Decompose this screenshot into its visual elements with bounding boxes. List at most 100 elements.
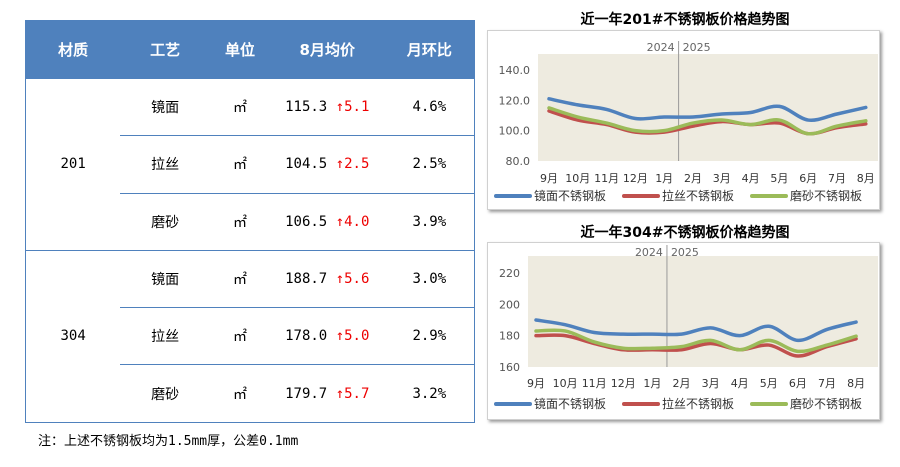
process-cell: 磨砂 (120, 364, 211, 423)
year-label: 2025 (671, 246, 699, 259)
y-tick-label: 120.0 (499, 94, 531, 107)
price-value: 106.5 (285, 213, 328, 230)
series-line (547, 97, 868, 122)
x-tick-label: 7月 (818, 377, 836, 390)
up-arrow-icon: ↑ (335, 385, 345, 402)
x-tick-label: 12月 (611, 377, 636, 390)
column-header: 材质 (25, 20, 121, 79)
x-tick-label: 11月 (582, 377, 607, 390)
unit-cell: ㎡ (210, 364, 270, 423)
column-header: 月环比 (384, 20, 475, 79)
pct-cell: 2.5% (384, 135, 475, 194)
series-line (534, 318, 858, 343)
y-tick-label: 80.0 (506, 155, 531, 168)
pct-cell: 3.0% (384, 250, 475, 309)
x-tick-label: 9月 (527, 377, 545, 390)
x-tick-label: 9月 (540, 172, 558, 185)
up-arrow-icon: ↑ (335, 271, 345, 288)
x-tick-label: 5月 (770, 172, 788, 185)
series-line (547, 106, 868, 136)
legend-label: 磨砂不锈钢板 (790, 189, 862, 203)
x-tick-label: 6月 (789, 377, 807, 390)
unit-cell: ㎡ (210, 193, 270, 251)
legend-label: 拉丝不锈钢板 (662, 396, 734, 411)
change-value: 5.6 (344, 271, 370, 288)
x-tick-label: 1月 (643, 377, 661, 390)
process-cell: 镜面 (120, 78, 211, 137)
x-tick-label: 7月 (828, 172, 846, 185)
pct-cell: 4.6% (384, 78, 475, 137)
x-tick-label: 10月 (553, 377, 578, 390)
price-value: 178.0 (285, 328, 328, 345)
unit-cell: ㎡ (210, 307, 270, 366)
chart-304-title: 近一年304#不锈钢板价格趋势图 (580, 225, 790, 241)
x-tick-label: 12月 (623, 172, 648, 185)
up-arrow-icon: ↑ (335, 98, 345, 115)
process-cell: 拉丝 (120, 135, 211, 194)
process-cell: 镜面 (120, 250, 211, 309)
price-cell: 115.3 ↑5.1 (269, 78, 385, 137)
footnote: 注：上述不锈钢板均为1.5mm厚，公差0.1mm (38, 434, 299, 449)
change-value: 5.1 (344, 98, 370, 115)
series-line (534, 328, 858, 354)
pct-cell: 2.9% (384, 307, 475, 366)
process-cell: 拉丝 (120, 307, 211, 366)
chart-201-title: 近一年201#不锈钢板价格趋势图 (580, 12, 790, 28)
price-value: 188.7 (285, 271, 328, 288)
x-tick-label: 3月 (713, 172, 731, 185)
price-value: 104.5 (285, 156, 328, 173)
price-cell: 178.0 ↑5.0 (269, 307, 385, 366)
change-value: 5.0 (344, 328, 370, 345)
price-cell: 106.5 ↑4.0 (269, 193, 385, 251)
column-header: 单位 (210, 20, 270, 79)
legend-label: 镜面不锈钢板 (534, 188, 606, 203)
legend-label: 镜面不锈钢板 (534, 396, 606, 411)
x-tick-label: 11月 (594, 172, 619, 185)
unit-cell: ㎡ (210, 135, 270, 194)
x-tick-label: 4月 (742, 172, 760, 185)
y-tick-label: 180 (499, 330, 520, 343)
change-value: 4.0 (344, 213, 370, 230)
price-cell: 179.7 ↑5.7 (269, 364, 385, 423)
legend-label: 拉丝不锈钢板 (662, 188, 734, 203)
year-label: 2024 (635, 246, 663, 259)
x-tick-label: 1月 (655, 172, 673, 185)
price-value: 179.7 (285, 385, 328, 402)
change-value: 2.5 (344, 156, 370, 173)
chart-304: 2024 2025 160 180 200 220 9月 10月 11月 12月 1月 2月 3月 4月 5… (487, 242, 880, 420)
x-tick-label: 3月 (702, 377, 720, 390)
x-tick-label: 8月 (847, 377, 865, 390)
up-arrow-icon: ↑ (335, 156, 345, 173)
x-tick-label: 10月 (565, 172, 590, 185)
unit-cell: ㎡ (210, 250, 270, 309)
y-tick-label: 200 (499, 298, 520, 311)
legend-label: 磨砂不锈钢板 (790, 397, 862, 411)
y-tick-label: 100.0 (499, 125, 531, 138)
material-cell: 304 (25, 250, 121, 423)
year-label: 2024 (647, 41, 675, 54)
chart-201: 2024 2025 80.0 100.0 120.0 140.0 9月 10月 11月 12月 1月… (487, 30, 880, 210)
process-cell: 磨砂 (120, 193, 211, 251)
year-label: 2025 (683, 41, 711, 54)
x-tick-label: 5月 (760, 377, 778, 390)
pct-cell: 3.9% (384, 193, 475, 251)
pct-cell: 3.2% (384, 364, 475, 423)
x-tick-label: 2月 (684, 172, 702, 185)
up-arrow-icon: ↑ (335, 328, 345, 345)
price-cell: 188.7 ↑5.6 (269, 250, 385, 309)
y-tick-label: 160 (499, 361, 520, 374)
y-tick-label: 220 (499, 267, 520, 280)
price-value: 115.3 (285, 98, 328, 115)
material-cell: 201 (25, 78, 121, 251)
x-tick-label: 2月 (673, 377, 691, 390)
x-tick-label: 6月 (799, 172, 817, 185)
unit-cell: ㎡ (210, 78, 270, 137)
price-cell: 104.5 ↑2.5 (269, 135, 385, 194)
